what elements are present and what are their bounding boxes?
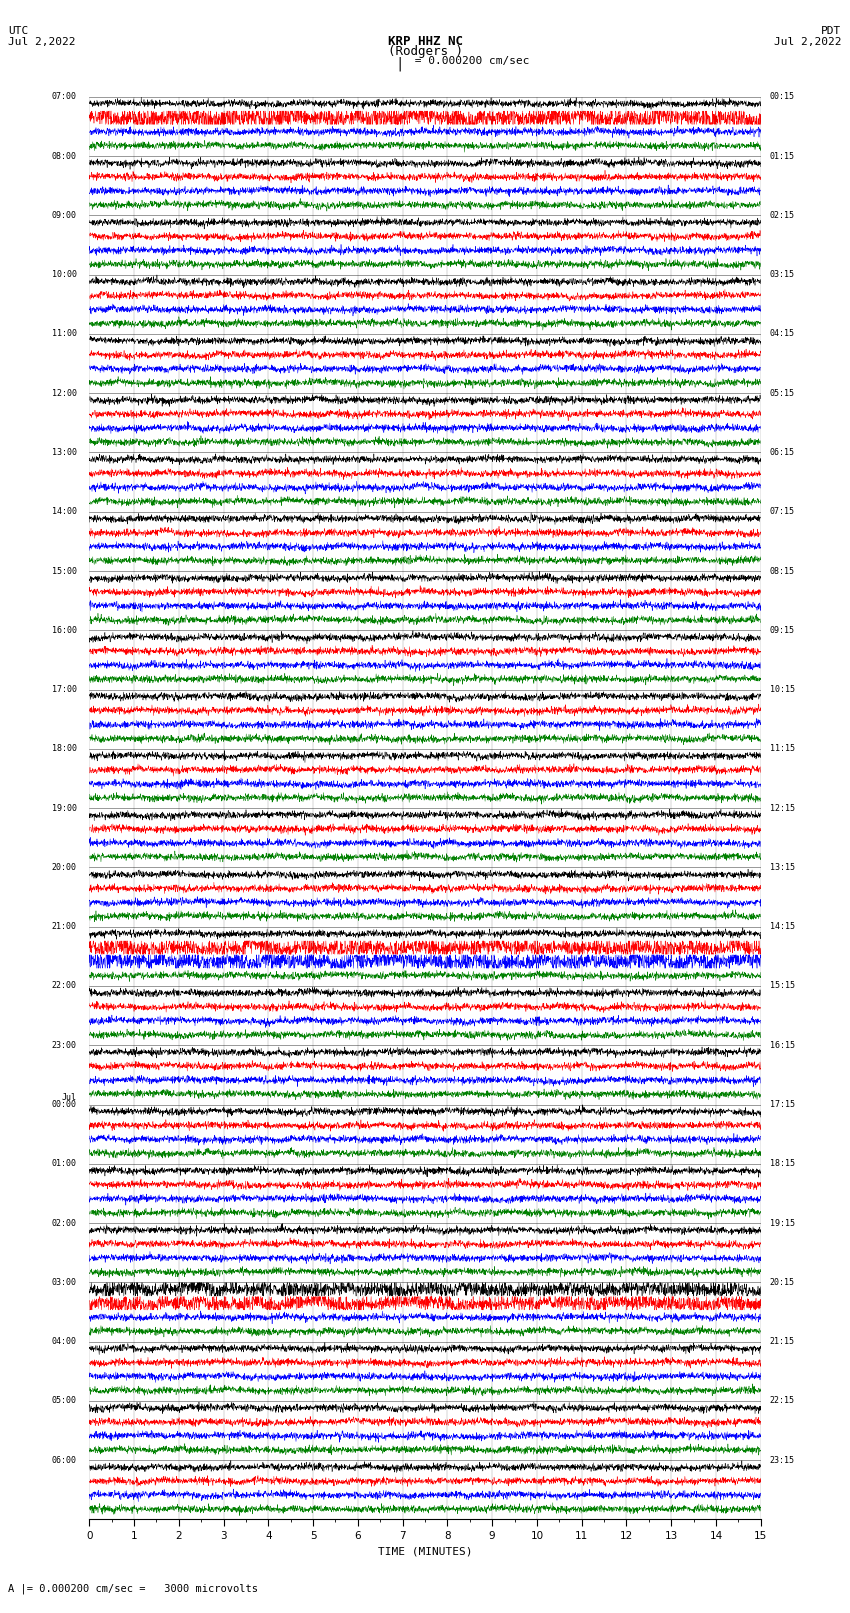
Text: Jul: Jul <box>62 1092 76 1102</box>
Text: 13:15: 13:15 <box>770 863 795 873</box>
Text: 11:00: 11:00 <box>52 329 76 339</box>
Text: 23:15: 23:15 <box>770 1455 795 1465</box>
Text: 02:00: 02:00 <box>52 1218 76 1227</box>
Text: 18:15: 18:15 <box>770 1160 795 1168</box>
Text: 13:00: 13:00 <box>52 448 76 456</box>
Text: 10:15: 10:15 <box>770 686 795 694</box>
Text: |: | <box>395 56 404 71</box>
Text: 04:15: 04:15 <box>770 329 795 339</box>
Text: 09:15: 09:15 <box>770 626 795 636</box>
Text: 15:00: 15:00 <box>52 566 76 576</box>
Text: 03:15: 03:15 <box>770 269 795 279</box>
Text: 00:15: 00:15 <box>770 92 795 102</box>
Text: 08:15: 08:15 <box>770 566 795 576</box>
Text: Jul 2,2022: Jul 2,2022 <box>8 37 76 47</box>
Text: 06:00: 06:00 <box>52 1455 76 1465</box>
Text: 09:00: 09:00 <box>52 211 76 219</box>
Text: 20:00: 20:00 <box>52 863 76 873</box>
Text: 06:15: 06:15 <box>770 448 795 456</box>
Text: 03:00: 03:00 <box>52 1277 76 1287</box>
Text: 21:00: 21:00 <box>52 923 76 931</box>
Text: 07:15: 07:15 <box>770 506 795 516</box>
Text: 08:00: 08:00 <box>52 152 76 161</box>
Text: 14:00: 14:00 <box>52 506 76 516</box>
Text: KRP HHZ NC: KRP HHZ NC <box>388 35 462 48</box>
Text: 01:15: 01:15 <box>770 152 795 161</box>
Text: = 0.000200 cm/sec: = 0.000200 cm/sec <box>408 56 530 66</box>
Text: 02:15: 02:15 <box>770 211 795 219</box>
Text: (Rodgers ): (Rodgers ) <box>388 45 462 58</box>
Text: 21:15: 21:15 <box>770 1337 795 1347</box>
Text: 23:00: 23:00 <box>52 1040 76 1050</box>
Text: Jul 2,2022: Jul 2,2022 <box>774 37 842 47</box>
Text: 14:15: 14:15 <box>770 923 795 931</box>
Text: 07:00: 07:00 <box>52 92 76 102</box>
Text: 17:15: 17:15 <box>770 1100 795 1110</box>
Text: 05:15: 05:15 <box>770 389 795 398</box>
Text: 16:15: 16:15 <box>770 1040 795 1050</box>
Text: 22:15: 22:15 <box>770 1397 795 1405</box>
Text: 05:00: 05:00 <box>52 1397 76 1405</box>
Text: 22:00: 22:00 <box>52 981 76 990</box>
Text: 00:00: 00:00 <box>52 1100 76 1110</box>
Text: 01:00: 01:00 <box>52 1160 76 1168</box>
Text: 19:00: 19:00 <box>52 803 76 813</box>
Text: 10:00: 10:00 <box>52 269 76 279</box>
Text: UTC: UTC <box>8 26 29 35</box>
X-axis label: TIME (MINUTES): TIME (MINUTES) <box>377 1547 473 1557</box>
Text: PDT: PDT <box>821 26 842 35</box>
Text: 18:00: 18:00 <box>52 744 76 753</box>
Text: 12:15: 12:15 <box>770 803 795 813</box>
Text: 16:00: 16:00 <box>52 626 76 636</box>
Text: 15:15: 15:15 <box>770 981 795 990</box>
Text: A |= 0.000200 cm/sec =   3000 microvolts: A |= 0.000200 cm/sec = 3000 microvolts <box>8 1582 258 1594</box>
Text: 17:00: 17:00 <box>52 686 76 694</box>
Text: 11:15: 11:15 <box>770 744 795 753</box>
Text: 04:00: 04:00 <box>52 1337 76 1347</box>
Text: 12:00: 12:00 <box>52 389 76 398</box>
Text: 19:15: 19:15 <box>770 1218 795 1227</box>
Text: 20:15: 20:15 <box>770 1277 795 1287</box>
